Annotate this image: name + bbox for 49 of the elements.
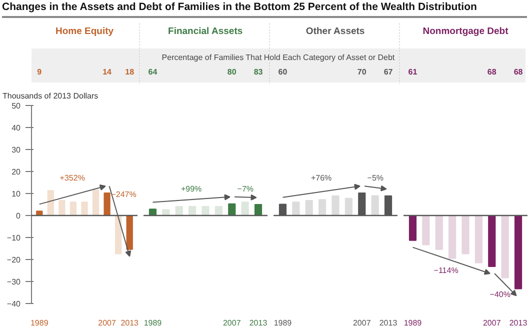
text: 18: [125, 68, 135, 76]
annotation: −247%: [111, 190, 136, 199]
text: 83: [254, 68, 264, 76]
x-tick-label: 1989: [274, 318, 292, 328]
x-tick-label: 2013: [509, 318, 528, 328]
y-tick-label: 0: [16, 212, 22, 220]
text: 68: [487, 68, 497, 76]
x-tick-label: 2007: [482, 318, 502, 328]
x-tick-label: 1989: [404, 318, 422, 328]
text: 14: [102, 68, 112, 76]
text: 60: [278, 68, 288, 76]
chart-title: Financial Assets: [168, 26, 243, 37]
annotation: +352%: [60, 174, 85, 183]
text: 70: [357, 68, 367, 76]
x-tick-label: 1989: [30, 318, 49, 328]
y-tick-label: −30: [6, 278, 22, 286]
text: 64: [148, 68, 158, 76]
y-tick-label: −20: [6, 256, 22, 264]
y-tick-label: 50: [12, 102, 22, 110]
annotation: −114%: [434, 266, 458, 275]
x-tick-label: 2007: [98, 318, 116, 328]
x-tick-label: 2013: [379, 318, 398, 328]
y-tick-label: 40: [12, 124, 22, 132]
y-tick-label: 30: [12, 146, 22, 154]
y-tick-label: 10: [12, 190, 22, 198]
chart-title: Other Assets: [306, 26, 365, 37]
y-tick-label: −10: [6, 234, 22, 242]
x-tick-label: 1989: [144, 318, 162, 328]
text: 9: [37, 68, 42, 76]
text: Percentage of Families That Hold Each Category of Asset or Debt: [162, 53, 396, 62]
chart-title: Home Equity: [55, 26, 114, 37]
x-tick-label: 2007: [222, 318, 242, 328]
text: Changes in the Assets and Debt of Families in the Bottom 25 Percent of the Wealth Distribution: [2, 0, 477, 15]
annotation: +99%: [180, 184, 202, 194]
text: 61: [408, 68, 418, 76]
y-axis-title: Thousands of 2013 Dollars: [2, 92, 98, 100]
text: 67: [384, 68, 394, 76]
annotation: −5%: [367, 174, 384, 183]
annotation: −7%: [237, 184, 254, 194]
x-tick-label: 2007: [352, 318, 372, 328]
x-tick-label: 2013: [120, 318, 140, 328]
text: 80: [227, 68, 237, 76]
y-tick-label: 20: [12, 168, 22, 176]
annotation: −40%: [490, 290, 510, 300]
x-tick-label: 2013: [249, 318, 268, 328]
annotation: +76%: [310, 174, 332, 183]
chart-title: Nonmortgage Debt: [422, 26, 510, 37]
y-tick-label: −40: [6, 300, 22, 308]
text: 68: [514, 68, 524, 76]
